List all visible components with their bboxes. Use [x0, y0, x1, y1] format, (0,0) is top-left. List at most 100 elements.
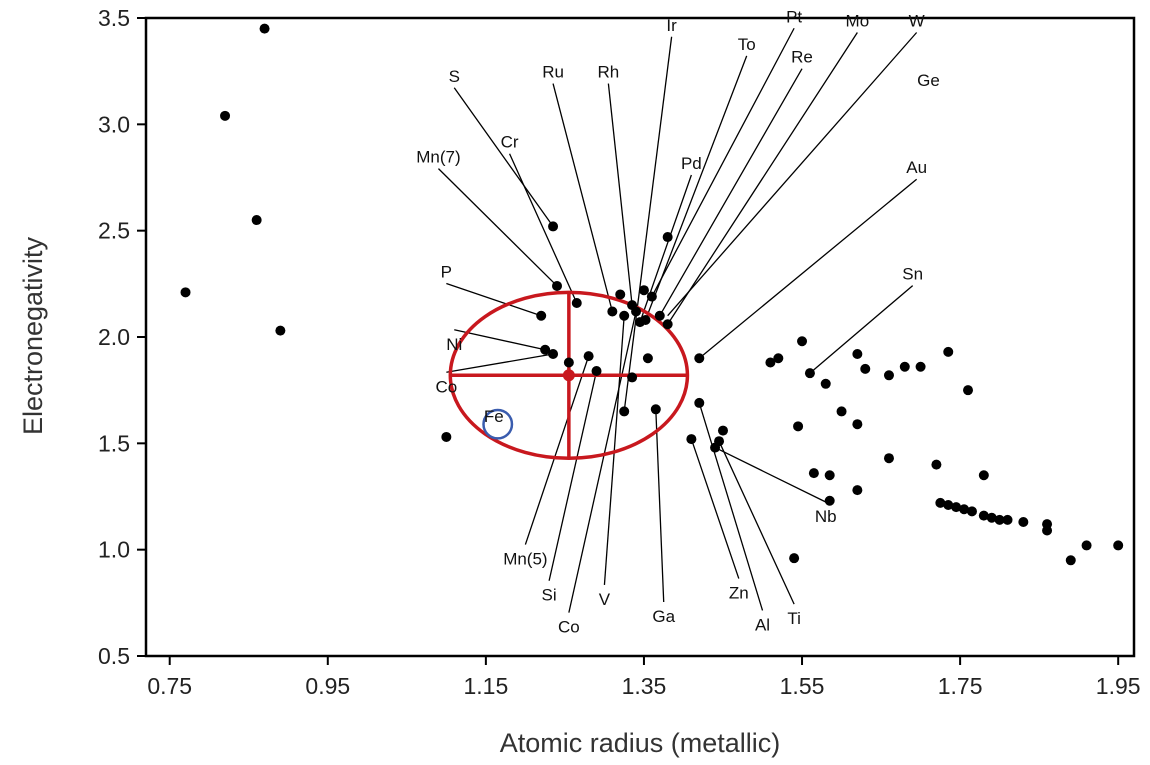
x-axis-title: Atomic radius (metallic)	[500, 728, 781, 758]
data-point	[978, 470, 989, 481]
data-point	[591, 366, 602, 377]
data-point	[804, 368, 815, 379]
element-label: Au	[906, 158, 927, 177]
y-tick-label: 1.5	[98, 430, 130, 456]
data-point	[986, 512, 997, 523]
element-label: W	[909, 12, 925, 31]
data-point	[686, 434, 697, 445]
element-label: Cr	[501, 133, 519, 152]
plot-frame	[144, 16, 1136, 658]
data-point	[619, 310, 630, 321]
y-tick-label: 1.0	[98, 537, 130, 563]
data-point	[640, 314, 651, 325]
data-point	[1081, 540, 1092, 551]
element-label: Sn	[902, 265, 923, 284]
leader-line	[667, 32, 858, 325]
data-point	[935, 497, 946, 508]
element-label: Fe	[484, 407, 504, 426]
leader-line	[718, 440, 795, 605]
data-point	[797, 336, 808, 347]
element-label: Ti	[787, 609, 801, 628]
element-label: Mn(7)	[416, 148, 460, 167]
data-point	[662, 319, 673, 330]
leader-line	[446, 282, 542, 317]
data-point	[824, 495, 835, 506]
data-point	[714, 436, 725, 447]
data-point	[251, 215, 262, 226]
data-point	[966, 506, 977, 517]
data-point	[860, 363, 871, 374]
leader-line	[651, 27, 795, 297]
x-tick-label: 1.55	[780, 673, 825, 699]
data-point	[808, 468, 819, 479]
data-point	[994, 514, 1005, 525]
data-point	[773, 353, 784, 364]
data-point	[915, 361, 926, 372]
element-label: Pt	[786, 7, 802, 26]
data-point	[836, 406, 847, 417]
leader-line	[698, 402, 764, 611]
data-point	[717, 425, 728, 436]
data-point	[765, 357, 776, 368]
data-point	[650, 404, 661, 415]
x-tick-label: 0.95	[305, 673, 350, 699]
x-tick-label: 0.75	[147, 673, 192, 699]
leader-line	[453, 87, 554, 227]
data-point	[615, 289, 626, 300]
data-point	[931, 459, 942, 470]
data-point	[963, 385, 974, 396]
x-tick-label: 1.35	[622, 673, 667, 699]
element-label: P	[441, 262, 452, 281]
leader-line	[607, 83, 633, 306]
y-tick-label: 2.5	[98, 218, 130, 244]
element-label: Ir	[666, 16, 677, 35]
data-point	[654, 310, 665, 321]
data-point	[820, 378, 831, 389]
data-point	[646, 291, 657, 302]
data-point	[536, 310, 547, 321]
data-point	[548, 349, 559, 360]
element-label: Zn	[729, 584, 749, 603]
leader-line	[809, 285, 914, 374]
data-point	[951, 502, 962, 513]
data-point	[642, 353, 653, 364]
data-point	[563, 357, 574, 368]
annotation-leader-lines	[437, 27, 918, 613]
data-point	[883, 370, 894, 381]
data-point	[1113, 540, 1124, 551]
data-point	[943, 500, 954, 511]
data-point	[220, 110, 231, 121]
data-point	[571, 297, 582, 308]
element-label: S	[449, 67, 460, 86]
element-label: To	[738, 35, 756, 54]
data-point	[852, 419, 863, 430]
data-point	[627, 372, 638, 383]
data-point	[1065, 555, 1076, 566]
data-point	[631, 306, 642, 317]
leader-line	[548, 370, 598, 581]
element-label: Ge	[917, 71, 940, 90]
data-point	[694, 353, 705, 364]
leader-line	[437, 168, 558, 287]
fe-highlight-circle	[482, 408, 514, 440]
data-point	[1042, 525, 1053, 536]
leader-line	[690, 438, 740, 579]
leader-line	[714, 447, 827, 503]
data-point	[552, 280, 563, 291]
element-label: Pd	[681, 154, 702, 173]
data-point	[793, 421, 804, 432]
leader-line	[623, 36, 673, 412]
data-point	[607, 306, 618, 317]
element-label: Re	[791, 48, 813, 67]
leader-line	[524, 355, 590, 545]
data-point	[824, 470, 835, 481]
data-point	[852, 349, 863, 360]
data-points	[180, 23, 1124, 566]
data-point	[540, 344, 551, 355]
leader-line	[446, 353, 554, 373]
x-tick-label: 1.95	[1096, 673, 1141, 699]
axis-ticks: 0.75 0.95 1.15 1.35 1.55 1.75 1.95 0.5 1.0 1.5 2.0…	[98, 5, 1141, 699]
data-point	[638, 285, 649, 296]
leader-line	[698, 178, 918, 359]
